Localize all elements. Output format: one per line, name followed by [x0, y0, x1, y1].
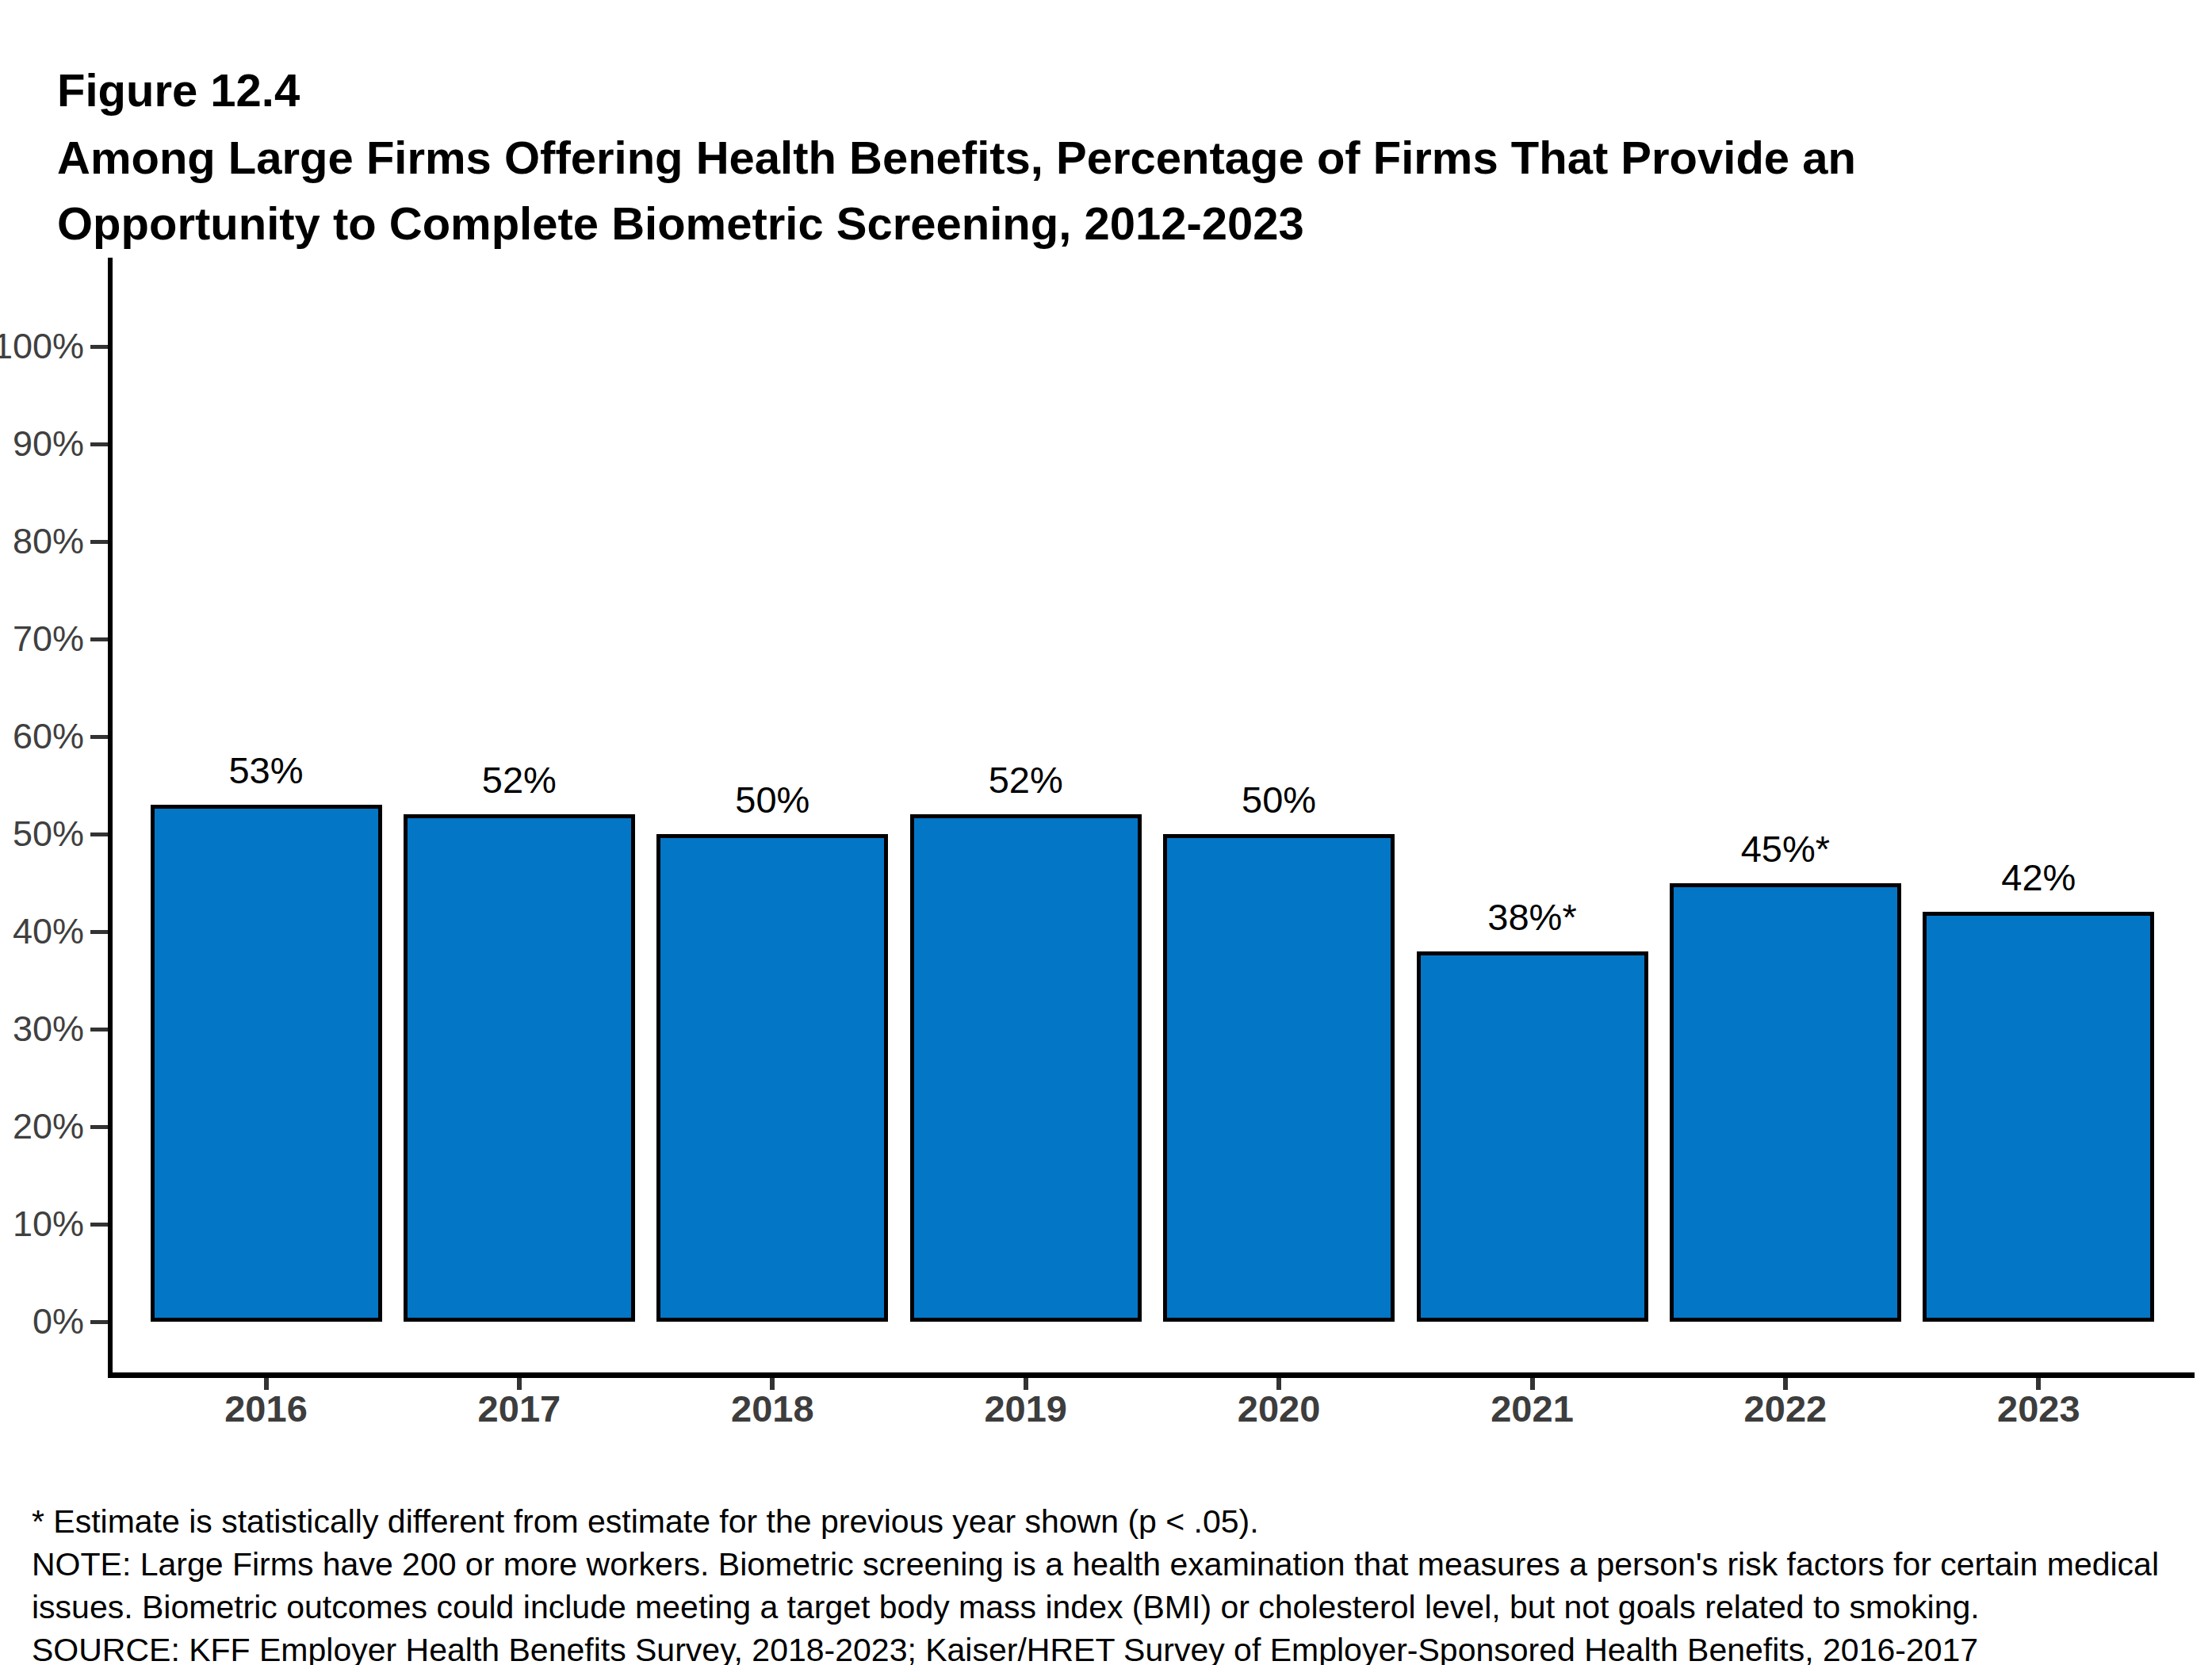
y-axis-line [108, 258, 113, 1378]
y-axis-tick [90, 832, 108, 836]
bar-2019 [910, 814, 1142, 1322]
bar-value-label-2021: 38%* [1374, 898, 1691, 937]
bar-2022 [1670, 883, 1901, 1322]
y-axis-tick [90, 735, 108, 739]
y-axis-tick-label: 60% [0, 717, 84, 756]
bar-value-label-2020: 50% [1120, 780, 1437, 820]
y-axis-tick [90, 1125, 108, 1129]
bar-2020 [1163, 834, 1395, 1322]
y-axis-tick-label: 90% [0, 424, 84, 464]
y-axis-tick-label: 100% [0, 327, 84, 366]
bar-2023 [1923, 912, 2154, 1322]
y-axis-tick [90, 930, 108, 934]
footnote-note-line1: NOTE: Large Firms have 200 or more worke… [32, 1546, 2159, 1583]
y-axis-tick [90, 442, 108, 446]
footnote-asterisk: * Estimate is statistically different fr… [32, 1503, 1259, 1540]
footnote-note-line2: issues. Biometric outcomes could include… [32, 1589, 1980, 1625]
y-axis-tick-label: 0% [0, 1302, 84, 1342]
y-axis-tick-label: 30% [0, 1009, 84, 1049]
bar-2016 [151, 805, 382, 1322]
y-axis-tick [90, 1223, 108, 1227]
y-axis-tick [90, 540, 108, 544]
y-axis-tick [90, 345, 108, 349]
bar-chart-plot-area: 0%10%20%30%40%50%60%70%80%90%100%53%2016… [0, 0, 2212, 1665]
y-axis-tick-label: 20% [0, 1107, 84, 1146]
x-axis-tick-label-2023: 2023 [1880, 1389, 2197, 1429]
footnote-source: SOURCE: KFF Employer Health Benefits Sur… [32, 1632, 1978, 1665]
y-axis-tick [90, 637, 108, 641]
y-axis-tick-label: 80% [0, 522, 84, 561]
y-axis-tick-label: 50% [0, 814, 84, 854]
y-axis-tick-label: 40% [0, 912, 84, 951]
bar-value-label-2023: 42% [1880, 858, 2197, 898]
bar-2017 [404, 814, 635, 1322]
x-axis-line [108, 1372, 2195, 1378]
y-axis-tick [90, 1320, 108, 1324]
y-axis-tick-label: 10% [0, 1204, 84, 1244]
y-axis-tick [90, 1028, 108, 1032]
y-axis-tick-label: 70% [0, 619, 84, 659]
bar-2021 [1417, 951, 1648, 1322]
bar-2018 [656, 834, 888, 1322]
